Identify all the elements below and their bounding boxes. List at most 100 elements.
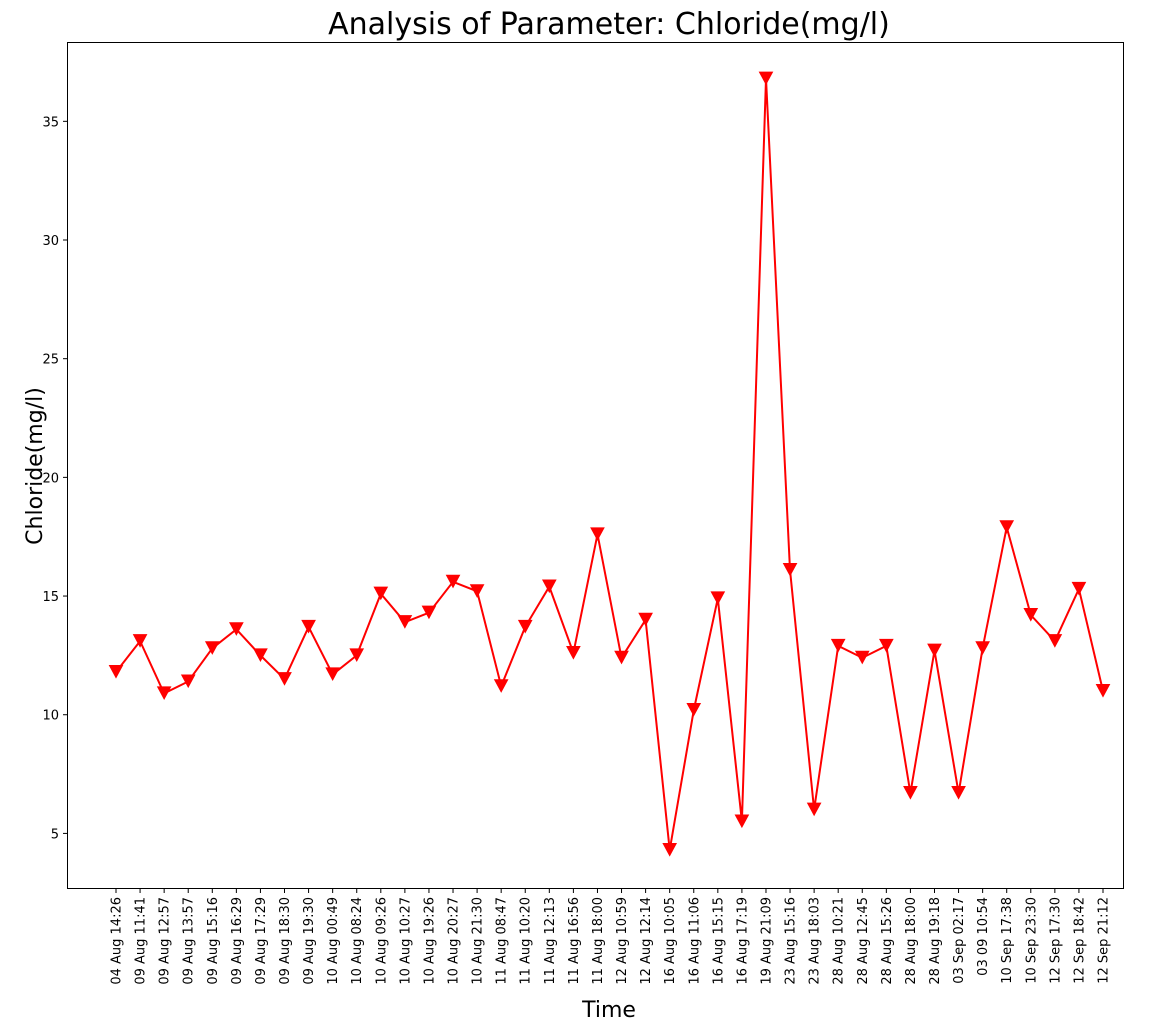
data-point-marker <box>590 527 605 541</box>
x-tick-label: 09 Aug 19:30 <box>302 897 317 985</box>
x-tick-label: 11 Aug 08:47 <box>495 897 510 985</box>
x-tick-label: 16 Aug 17:19 <box>735 897 750 985</box>
data-point-marker <box>566 646 581 660</box>
x-tick-label: 28 Aug 15:26 <box>880 897 895 985</box>
series-chloride <box>108 71 1111 857</box>
x-tick-label: 28 Aug 10:21 <box>832 897 847 985</box>
data-point-marker <box>806 802 822 817</box>
x-tick-label: 23 Aug 15:16 <box>784 897 799 985</box>
data-point-marker <box>204 641 220 655</box>
data-point-marker <box>951 786 966 800</box>
data-point-marker <box>373 586 389 601</box>
data-point-marker <box>397 615 413 629</box>
y-tick-label: 20 <box>42 471 59 486</box>
x-tick-label: 11 Aug 12:13 <box>543 897 558 985</box>
series-line <box>115 78 1104 851</box>
y-tick-label: 10 <box>42 709 59 724</box>
x-tick-label: 09 Aug 17:29 <box>254 897 269 985</box>
x-tick-label: 12 Aug 10:59 <box>615 897 630 985</box>
x-tick-label: 11 Aug 10:20 <box>519 897 534 985</box>
y-axis-title: Chloride(mg/l) <box>23 387 48 545</box>
x-tick-label: 10 Sep 17:38 <box>1000 897 1015 984</box>
data-point-marker <box>638 612 653 627</box>
x-tick-label: 10 Aug 20:27 <box>447 897 462 985</box>
x-tick-label: 23 Aug 18:03 <box>808 897 823 985</box>
x-tick-label: 28 Aug 12:45 <box>856 897 871 985</box>
data-point-marker <box>132 634 148 648</box>
data-point-marker <box>879 638 894 653</box>
data-point-marker <box>903 786 918 800</box>
y-tick-label: 30 <box>42 234 59 249</box>
y-tick-label: 25 <box>42 353 59 368</box>
data-point-marker <box>1071 581 1087 596</box>
data-point-marker <box>469 584 485 598</box>
data-point-marker <box>349 648 365 662</box>
x-tick-label: 09 Aug 12:57 <box>158 897 173 985</box>
data-point-marker <box>156 686 172 700</box>
x-tick-label: 10 Aug 09:26 <box>374 897 389 985</box>
x-axis-title: Time <box>581 998 636 1023</box>
x-tick-label: 10 Sep 23:30 <box>1024 897 1039 984</box>
x-tick-label: 12 Aug 12:14 <box>639 897 654 985</box>
x-tick-label: 10 Aug 08:24 <box>350 897 365 985</box>
data-point-marker <box>541 579 557 594</box>
data-point-marker <box>734 814 750 829</box>
x-tick-label: 11 Aug 16:56 <box>567 897 582 985</box>
data-point-marker <box>517 619 533 634</box>
y-axis: 5 10 15 20 25 30 35 <box>42 115 68 842</box>
x-tick-label: 09 Aug 15:16 <box>206 897 221 985</box>
data-point-marker <box>710 591 726 605</box>
data-point-marker <box>1047 634 1063 648</box>
data-point-marker <box>1095 683 1111 698</box>
x-tick-label: 09 Aug 11:41 <box>134 897 149 985</box>
data-point-marker <box>686 702 702 717</box>
x-tick-label: 09 Aug 16:29 <box>230 897 245 985</box>
x-tick-label: 10 Aug 19:26 <box>422 897 437 985</box>
data-point-marker <box>975 641 990 655</box>
data-point-marker <box>180 674 196 689</box>
x-tick-label: 12 Sep 21:12 <box>1097 897 1112 984</box>
x-tick-label: 19 Aug 21:09 <box>759 897 774 985</box>
x-tick-label: 12 Sep 18:42 <box>1072 897 1087 984</box>
data-point-marker <box>421 605 437 620</box>
data-point-marker <box>662 843 678 857</box>
x-tick-label: 10 Aug 10:27 <box>398 897 413 985</box>
y-tick-label: 15 <box>42 590 59 605</box>
data-point-marker <box>277 672 292 686</box>
data-point-marker <box>493 679 509 693</box>
y-tick-label: 35 <box>42 115 59 130</box>
x-tick-label: 12 Sep 17:30 <box>1048 897 1063 984</box>
x-tick-label: 16 Aug 11:06 <box>687 897 702 985</box>
x-tick-label: 11 Aug 18:00 <box>591 897 606 985</box>
data-point-marker <box>854 650 870 665</box>
data-point-marker <box>253 648 268 662</box>
data-point-marker <box>108 665 124 679</box>
data-point-marker <box>782 562 798 577</box>
data-point-marker <box>758 71 774 86</box>
y-tick-label: 5 <box>51 827 59 842</box>
x-axis: 04 Aug 14:26 09 Aug 11:41 09 Aug 12:57 09 A… <box>110 888 1112 985</box>
data-point-marker <box>325 667 340 681</box>
x-tick-label: 04 Aug 14:26 <box>110 897 125 985</box>
x-tick-label: 16 Aug 10:05 <box>663 897 678 985</box>
x-tick-label: 03 09 10:54 <box>976 897 991 976</box>
data-point-marker <box>301 619 316 634</box>
chart-title: Analysis of Parameter: Chloride(mg/l) <box>328 7 890 42</box>
x-tick-label: 10 Aug 00:49 <box>326 897 341 985</box>
x-tick-label: 10 Aug 21:30 <box>471 897 486 985</box>
data-point-marker <box>614 650 629 665</box>
data-point-marker <box>830 638 846 653</box>
data-point-marker <box>1023 608 1039 622</box>
x-tick-label: 03 Sep 02:17 <box>952 897 967 984</box>
data-point-marker <box>999 520 1015 534</box>
data-point-marker <box>445 574 461 589</box>
x-tick-label: 28 Aug 19:18 <box>928 897 943 985</box>
x-tick-label: 09 Aug 13:57 <box>182 897 197 985</box>
data-point-marker <box>927 643 942 658</box>
x-tick-label: 16 Aug 15:15 <box>711 897 726 985</box>
x-tick-label: 28 Aug 18:00 <box>904 897 919 985</box>
data-point-marker <box>229 622 244 636</box>
plot-area-frame <box>67 42 1124 889</box>
